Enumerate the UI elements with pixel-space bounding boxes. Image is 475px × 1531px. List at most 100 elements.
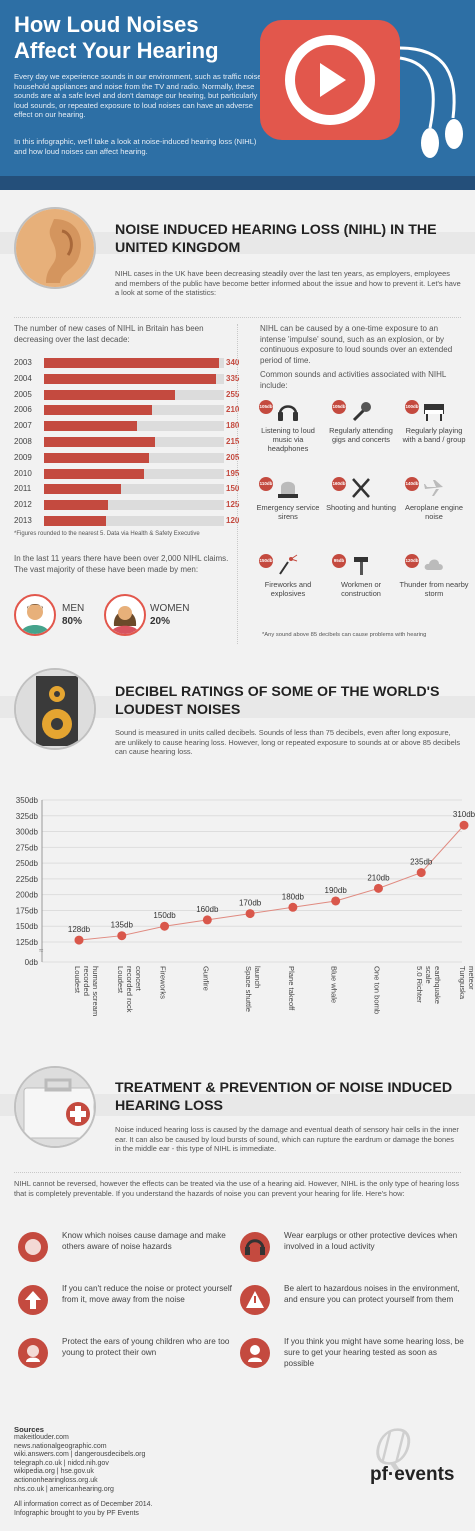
source-item: actiononhearingloss.org.uk — [14, 1477, 98, 1484]
bar-value-label: 195 — [226, 468, 240, 478]
data-label: 128db — [68, 925, 91, 934]
source-item: wiki.answers.com | dangerousdecibels.org — [14, 1451, 146, 1459]
bar-value-label: 335 — [226, 373, 240, 383]
data-label: 190db — [325, 886, 348, 895]
decibel-badge: 110db — [259, 477, 273, 491]
source-item: makeitlouder.com — [14, 1434, 69, 1441]
source-item: wikipedia.org | hse.gov.uk — [14, 1468, 94, 1476]
decibel-badge: 95db — [332, 554, 346, 568]
data-point — [74, 935, 84, 945]
data-label: 235db — [410, 858, 433, 867]
tip-text: Know which noises cause damage and make … — [62, 1231, 226, 1251]
activity-item: 100db Regularly playing with a band / gro… — [399, 400, 469, 444]
bar — [44, 437, 155, 447]
y-tick-label: 300db — [16, 828, 39, 837]
activity-item: 150db Fireworks and explosives — [253, 554, 323, 598]
activity-item: 160db Shooting and hunting — [326, 477, 396, 512]
speaker-icon — [14, 668, 96, 750]
y-tick-label: 0db — [25, 958, 39, 967]
nihl-intro: NIHL cases in the UK have been decreasin… — [115, 269, 461, 297]
data-label: 160db — [196, 905, 219, 914]
bar — [44, 452, 150, 463]
cases-label: The number of new cases of NIHL in Brita… — [14, 324, 204, 344]
x-tick-label: Tunguskameteor — [458, 966, 475, 1000]
earmuffs-icon — [240, 1232, 270, 1262]
bar-year-label: 2006 — [14, 405, 32, 415]
x-tick-label: Space shuttlelaunch — [244, 966, 262, 1012]
x-tick-label: Blue whale — [330, 966, 339, 1003]
activity-label: Shooting and hunting — [326, 503, 396, 512]
hero-strip — [0, 176, 475, 190]
bar — [44, 484, 122, 495]
bar — [44, 389, 176, 400]
bar-year-label: 2004 — [14, 373, 32, 383]
y-tick-label: 250db — [16, 859, 39, 868]
hero-intro-2: In this infographic, we'll take a look a… — [14, 137, 257, 156]
hero-banner: How Loud Noises Affect Your Hearing Ever… — [0, 0, 475, 190]
y-tick-label: 200db — [16, 891, 39, 900]
bar-value-label: 120 — [226, 516, 240, 525]
tip-text: Wear earplugs or other protective device… — [284, 1231, 458, 1251]
data-point — [459, 820, 469, 830]
data-label: 170db — [239, 899, 262, 908]
decibel-badge: 160db — [332, 477, 346, 491]
warning-icon — [240, 1285, 270, 1315]
data-label: 210db — [367, 873, 390, 882]
activity-label: Workmen or construction — [340, 580, 382, 599]
doctor-icon — [240, 1338, 270, 1368]
brand-monogram: ℚ — [370, 1422, 408, 1475]
bar-track — [44, 452, 224, 463]
sources-label: Sources — [14, 1425, 44, 1434]
bar — [44, 405, 152, 416]
activity-item: 110db Emergency service sirens — [253, 477, 323, 521]
activity-item: 105db Regularly attending gigs and concer… — [326, 400, 396, 444]
x-tick-label: Gunfire — [201, 966, 210, 991]
ear-icon — [14, 207, 96, 289]
footer-note-2: Infographic brought to you by PF Events — [14, 1510, 139, 1517]
treatment-title: TREATMENT & PREVENTION OF NOISE INDUCED … — [115, 1080, 453, 1114]
bar-track — [44, 516, 224, 526]
bar — [44, 516, 106, 526]
divider — [14, 1172, 461, 1173]
x-tick-label: Loudestrecorded rockconcert — [116, 966, 143, 1013]
music-player-icon — [260, 20, 463, 158]
men-label: MEN — [62, 603, 85, 614]
data-label: 135db — [111, 921, 134, 930]
y-tick-label: 325db — [16, 812, 39, 821]
bar-value-label: 210 — [226, 405, 240, 415]
activity-label: Fireworks and explosives — [264, 580, 312, 599]
data-point — [331, 896, 341, 906]
data-label: 310db — [453, 810, 475, 819]
bar-value-label: 340 — [226, 358, 240, 367]
common-text: Common sounds and activities associated … — [260, 370, 447, 390]
activity-label: Emergency service sirens — [256, 503, 320, 522]
woman-icon — [104, 594, 146, 636]
activity-label: Regularly attending gigs and concerts — [329, 426, 393, 445]
data-point — [373, 883, 383, 893]
child-icon — [18, 1338, 48, 1368]
y-tick-label: 225db — [16, 875, 39, 884]
siren-icon — [278, 481, 298, 498]
treatment-body: NIHL cannot be reversed, however the eff… — [14, 1179, 460, 1198]
brand-logo: pf·events — [370, 1464, 455, 1485]
decibel-badge: 150db — [259, 554, 273, 568]
section-band — [0, 232, 475, 254]
source-item: news.nationalgeographic.com — [14, 1442, 107, 1450]
bar-year-label: 2010 — [14, 468, 32, 478]
bar — [44, 468, 145, 479]
activity-label: Listening to loud music via headphones — [261, 426, 315, 454]
tip-text: Be alert to hazardous noises in the envi… — [284, 1284, 460, 1304]
data-label: 180db — [282, 892, 305, 901]
men-pct: 80% — [62, 616, 83, 627]
hammer-icon — [354, 557, 368, 575]
decibel-badge: 120db — [405, 554, 419, 568]
cloud-icon — [424, 559, 443, 570]
x-tick-label: Plane takeoff — [287, 966, 296, 1011]
fireworks-icon — [279, 554, 298, 575]
activity-label: Aeroplane engine noise — [405, 503, 463, 522]
decibel-intro: Sound is measured in units called decibe… — [115, 728, 461, 756]
hero-intro: Every day we experience sounds in our en… — [14, 72, 264, 120]
y-tick-label: 150db — [16, 922, 39, 931]
data-point — [245, 909, 255, 919]
bar-year-label: 2011 — [14, 484, 32, 494]
